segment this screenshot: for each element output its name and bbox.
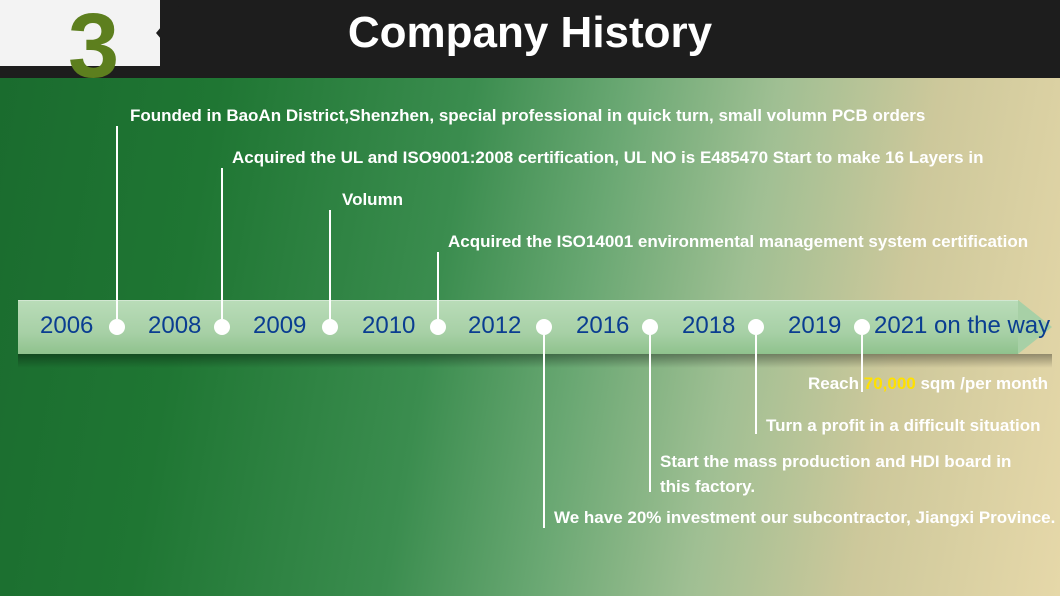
timeline-event-text: Start the mass production and HDI board … [660,450,1040,499]
timeline-dot [536,319,552,335]
timeline-event-text: We have 20% investment our subcontractor… [554,506,1055,531]
timeline-dot [109,319,125,335]
timeline-connector [116,126,118,319]
timeline-year: 2009 [253,312,306,340]
timeline-dot [214,319,230,335]
timeline-year: 2019 [788,312,841,340]
timeline-event-text: Reach 70,000 sqm /per month [808,372,1048,397]
timeline-year: 2016 [576,312,629,340]
timeline-connector [543,335,545,528]
timeline-event-text: Turn a profit in a difficult situation [766,414,1041,439]
timeline-event-text: Acquired the ISO14001 environmental mana… [448,230,1028,255]
timeline-dot [854,319,870,335]
timeline-dot [430,319,446,335]
timeline-dot [748,319,764,335]
timeline-connector [329,210,331,319]
timeline-connector [437,252,439,319]
timeline-year: 2012 [468,312,521,340]
timeline-year: 2006 [40,312,93,340]
timeline-dot [642,319,658,335]
timeline-band-shadow [18,354,1052,368]
timeline-year: 2021 on the way [874,312,1050,340]
timeline-dot [322,319,338,335]
timeline-year: 2010 [362,312,415,340]
timeline-highlight: 70,000 [864,374,916,393]
timeline-connector [649,335,651,492]
slide-canvas: 3 Company History 2006200820092010201220… [0,0,1060,596]
page-title: Company History [0,8,1060,58]
timeline-year: 2018 [682,312,735,340]
timeline-year: 2008 [148,312,201,340]
timeline-connector [755,335,757,434]
timeline-connector [221,168,223,319]
timeline-event-text: Founded in BaoAn District,Shenzhen, spec… [130,104,925,129]
timeline-event-text: Volumn [342,188,403,213]
timeline-event-text: Acquired the UL and ISO9001:2008 certifi… [232,146,983,171]
